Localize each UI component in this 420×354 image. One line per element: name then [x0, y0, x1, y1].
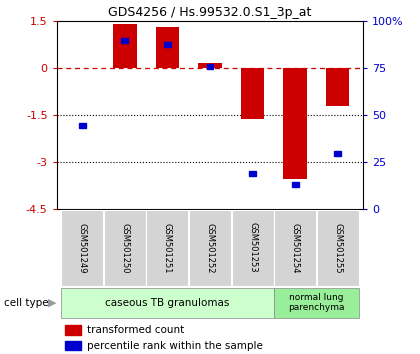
Title: GDS4256 / Hs.99532.0.S1_3p_at: GDS4256 / Hs.99532.0.S1_3p_at: [108, 6, 312, 19]
Bar: [326, 68, 349, 105]
FancyBboxPatch shape: [147, 210, 189, 286]
Bar: [207, 64, 213, 69]
Text: GSM501254: GSM501254: [291, 223, 299, 273]
Text: ▶: ▶: [48, 298, 57, 308]
Bar: [156, 28, 179, 68]
FancyBboxPatch shape: [61, 210, 103, 286]
Bar: [113, 24, 136, 68]
FancyBboxPatch shape: [61, 288, 273, 318]
Text: normal lung
parenchyma: normal lung parenchyma: [288, 293, 345, 312]
Bar: [241, 68, 264, 119]
FancyBboxPatch shape: [231, 210, 273, 286]
Bar: [249, 171, 256, 176]
Bar: [284, 68, 307, 179]
Text: GSM501249: GSM501249: [78, 223, 87, 273]
Text: percentile rank within the sample: percentile rank within the sample: [87, 341, 262, 350]
Bar: [121, 38, 128, 42]
Text: transformed count: transformed count: [87, 325, 184, 335]
Text: GSM501252: GSM501252: [205, 223, 215, 273]
FancyBboxPatch shape: [274, 288, 359, 318]
Bar: [65, 341, 81, 350]
Bar: [65, 325, 81, 335]
Text: GSM501253: GSM501253: [248, 222, 257, 273]
FancyBboxPatch shape: [189, 210, 231, 286]
FancyBboxPatch shape: [317, 210, 359, 286]
Text: GSM501255: GSM501255: [333, 223, 342, 273]
Bar: [164, 42, 171, 47]
Text: caseous TB granulomas: caseous TB granulomas: [105, 298, 230, 308]
Bar: [292, 182, 299, 187]
Bar: [198, 63, 222, 68]
Bar: [334, 151, 341, 156]
Text: cell type: cell type: [4, 298, 49, 308]
Text: GSM501251: GSM501251: [163, 223, 172, 273]
Text: GSM501250: GSM501250: [121, 223, 129, 273]
FancyBboxPatch shape: [104, 210, 146, 286]
Bar: [79, 124, 86, 129]
FancyBboxPatch shape: [274, 210, 316, 286]
